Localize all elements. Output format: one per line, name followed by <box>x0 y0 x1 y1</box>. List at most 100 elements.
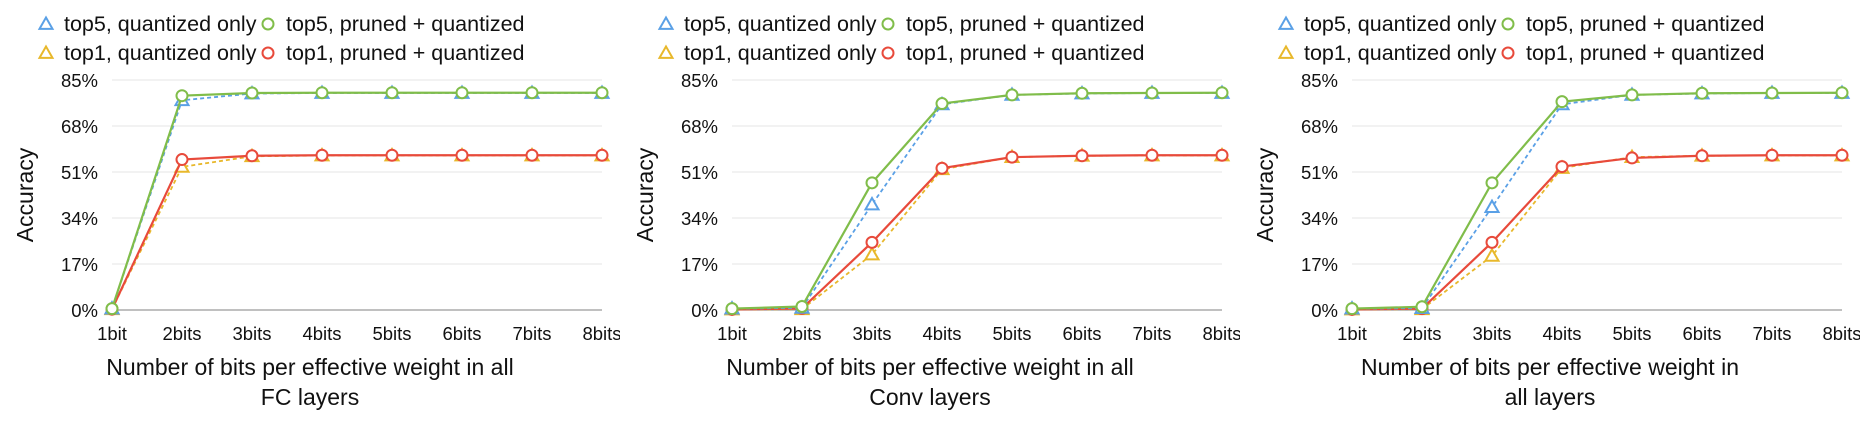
legend-marker <box>37 44 55 59</box>
x-tick-label: 5bits <box>1612 323 1651 344</box>
legend-marker <box>1277 15 1295 30</box>
data-point <box>455 148 469 162</box>
data-point <box>1485 176 1499 190</box>
y-tick-label: 68% <box>1301 116 1338 137</box>
x-tick-label: 5bits <box>992 323 1031 344</box>
y-tick-label: 85% <box>61 70 98 91</box>
data-point <box>1625 151 1639 165</box>
data-point <box>1345 302 1359 316</box>
series-line <box>731 92 1222 310</box>
data-point <box>863 195 881 211</box>
data-point <box>1215 86 1229 100</box>
data-point <box>315 86 329 100</box>
x-tick-label: 3bits <box>1472 323 1511 344</box>
x-tick-label: 3bits <box>232 323 271 344</box>
data-point <box>175 89 189 103</box>
x-tick-label: 7bits <box>512 323 551 344</box>
x-tick-label: 5bits <box>372 323 411 344</box>
data-point <box>1215 148 1229 162</box>
data-point <box>1075 86 1089 100</box>
legend-label: top1, quantized only <box>64 41 257 65</box>
data-point <box>1765 148 1779 162</box>
y-tick-label: 34% <box>1301 208 1338 229</box>
chart-svg-conv: 0% 17% 34% 51% 68% 85% 1bit 2bits 3bits 4bits 5bit… <box>632 12 1240 344</box>
y-tick-label: 0% <box>691 300 718 321</box>
x-axis-label-line2: FC layers <box>260 384 360 410</box>
y-tick-label: 51% <box>61 162 98 183</box>
data-point <box>1005 88 1019 102</box>
data-point <box>1835 148 1849 162</box>
chart-panel-conv: 0% 17% 34% 51% 68% 85% 1bit 2bits 3bits 4bits 5bit… <box>620 0 1240 426</box>
x-tick-label: 1bit <box>1337 323 1367 344</box>
data-point <box>595 148 609 162</box>
data-point <box>1835 86 1849 100</box>
data-point <box>385 148 399 162</box>
legend-marker <box>881 17 895 31</box>
y-tick-label: 17% <box>1301 254 1338 275</box>
chart-svg-all: 0% 17% 34% 51% 68% 85% 1bit 2bits 3bits 4bits 5bit… <box>1252 12 1860 344</box>
legend-label: top5, pruned + quantized <box>286 12 524 36</box>
y-tick-label: 17% <box>61 254 98 275</box>
data-point <box>1415 300 1429 314</box>
series-line <box>111 154 602 310</box>
legend-label: top1, quantized only <box>684 41 877 65</box>
x-tick-label: 1bit <box>97 323 127 344</box>
y-tick-label: 17% <box>681 254 718 275</box>
data-point <box>935 161 949 175</box>
chart-panel-fc: 0% 17% 34% 51% 68% 85% 1bit 2bits 3bits 4bits 5bit… <box>0 0 620 426</box>
data-point <box>245 149 259 163</box>
legend-marker <box>881 46 895 60</box>
series-line <box>1351 91 1843 310</box>
data-point <box>525 86 539 100</box>
y-axis-label: Accuracy <box>1252 147 1278 242</box>
data-point <box>385 86 399 100</box>
x-tick-label: 8bits <box>1202 323 1240 344</box>
x-tick-label: 6bits <box>442 323 481 344</box>
x-tick-label: 8bits <box>582 323 620 344</box>
x-axis-label-line2: Conv layers <box>869 384 991 410</box>
legend-label: top1, pruned + quantized <box>1526 41 1764 65</box>
chart-panel-all: 0% 17% 34% 51% 68% 85% 1bit 2bits 3bits 4bits 5bit… <box>1240 0 1860 426</box>
y-tick-label: 68% <box>61 116 98 137</box>
series-line <box>110 91 602 309</box>
legend-marker <box>37 15 55 30</box>
x-tick-label: 6bits <box>1682 323 1721 344</box>
legend-marker <box>1501 46 1515 60</box>
data-point <box>725 302 739 316</box>
x-tick-label: 4bits <box>922 323 961 344</box>
y-tick-label: 34% <box>681 208 718 229</box>
series-line <box>1351 92 1842 310</box>
legend-marker <box>261 46 275 60</box>
x-tick-label: 8bits <box>1822 323 1860 344</box>
y-tick-label: 85% <box>681 70 718 91</box>
x-tick-label: 1bit <box>717 323 747 344</box>
data-point <box>865 176 879 190</box>
data-point <box>1483 247 1501 262</box>
data-point <box>245 86 259 100</box>
y-tick-label: 51% <box>1301 162 1338 183</box>
data-point <box>1555 160 1569 174</box>
data-point <box>175 153 189 167</box>
legend-label: top1, pruned + quantized <box>906 41 1144 65</box>
legend-label: top5, quantized only <box>684 12 877 36</box>
data-point <box>595 86 609 100</box>
y-tick-label: 0% <box>71 300 98 321</box>
legend-label: top5, quantized only <box>1304 12 1497 36</box>
x-axis-label-line1: Number of bits per effective weight in a… <box>726 354 1134 380</box>
data-point <box>1075 149 1089 163</box>
data-point <box>1145 148 1159 162</box>
series-line <box>731 154 1222 311</box>
data-point <box>315 148 329 162</box>
series-line <box>1351 154 1842 311</box>
x-tick-label: 6bits <box>1062 323 1101 344</box>
y-tick-label: 0% <box>1311 300 1338 321</box>
series-line <box>731 91 1223 310</box>
y-tick-label: 68% <box>681 116 718 137</box>
legend-label: top5, quantized only <box>64 12 257 36</box>
data-point <box>1765 86 1779 100</box>
chart-svg-fc: 0% 17% 34% 51% 68% 85% 1bit 2bits 3bits 4bits 5bit… <box>12 12 620 344</box>
data-point <box>1485 235 1499 249</box>
series-line <box>731 154 1222 311</box>
data-point <box>1695 86 1709 100</box>
data-point <box>863 246 881 261</box>
